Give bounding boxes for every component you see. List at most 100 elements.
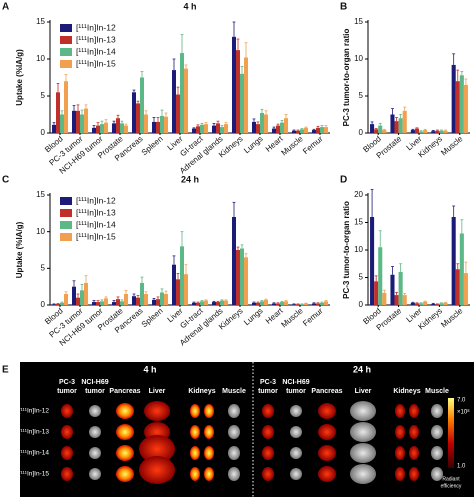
bar — [456, 269, 460, 305]
bar — [224, 301, 228, 305]
organ-image — [116, 403, 134, 419]
error-bar — [325, 126, 328, 127]
column-label: Liver — [149, 388, 166, 395]
error-bar — [61, 111, 64, 115]
error-bar — [185, 265, 188, 275]
error-bar — [241, 66, 244, 73]
error-bar — [281, 301, 284, 302]
error-bar — [456, 264, 459, 270]
error-bar — [313, 129, 316, 130]
bar — [184, 69, 188, 133]
bar — [164, 117, 168, 133]
organ-image — [204, 404, 214, 418]
colorbar-min: 1.0 — [457, 464, 466, 470]
error-bar — [85, 276, 88, 283]
error-bar — [444, 302, 447, 303]
organ-image — [290, 405, 302, 417]
error-bar — [153, 298, 156, 299]
bar — [196, 126, 200, 133]
error-bar — [193, 128, 196, 129]
error-bar — [325, 301, 328, 302]
bar — [200, 125, 204, 133]
error-bar — [57, 83, 60, 92]
chart-title: 4 h — [183, 1, 196, 11]
error-bar — [133, 90, 136, 92]
colorbar-max: 7.0 — [457, 398, 466, 404]
bar — [184, 274, 188, 305]
error-bar — [77, 105, 80, 111]
error-bar — [403, 107, 406, 111]
error-bar — [197, 125, 200, 126]
error-bar — [403, 293, 406, 295]
organ-image — [89, 468, 101, 480]
bar — [224, 124, 228, 133]
error-bar — [113, 121, 116, 123]
error-bar — [233, 22, 236, 37]
organ-image — [190, 446, 200, 460]
bar — [395, 295, 399, 305]
error-bar — [145, 292, 148, 294]
legend-label: [¹¹¹In]In-15 — [76, 58, 116, 68]
bar — [390, 275, 394, 305]
bar — [378, 247, 382, 305]
bar — [56, 304, 60, 305]
bar — [52, 304, 56, 305]
bar — [256, 124, 260, 133]
error-bar — [173, 256, 176, 265]
legend-swatch — [60, 60, 72, 68]
organ-image — [262, 425, 274, 439]
column-label: tumor — [286, 388, 306, 395]
organ-image — [61, 404, 73, 418]
bar — [220, 301, 224, 305]
bar — [452, 217, 456, 305]
error-bar — [321, 302, 324, 303]
bar — [64, 294, 68, 305]
error-bar — [65, 292, 68, 294]
row-label: [¹¹¹In]In-12 — [19, 408, 50, 415]
error-bar — [161, 289, 164, 293]
error-bar — [456, 70, 459, 81]
bar — [443, 303, 447, 305]
bar — [423, 302, 427, 305]
organ-image — [262, 404, 274, 418]
bar — [76, 298, 80, 305]
bar — [316, 304, 320, 305]
error-bar — [253, 302, 256, 303]
bar — [264, 300, 268, 305]
error-bar — [265, 111, 268, 115]
legend-swatch — [60, 221, 72, 229]
error-bar — [137, 101, 140, 103]
bar — [84, 109, 88, 133]
bar — [464, 85, 468, 133]
error-bar — [245, 254, 248, 258]
error-bar — [141, 72, 144, 78]
error-bar — [61, 302, 64, 303]
error-bar — [157, 297, 160, 299]
error-bar — [157, 117, 160, 121]
error-bar — [460, 220, 463, 234]
legend-swatch — [60, 36, 72, 44]
error-bar — [420, 303, 423, 304]
bar — [403, 295, 407, 305]
error-bar — [117, 115, 120, 118]
organ-image — [350, 443, 376, 463]
y-tick-label: 5 — [41, 91, 46, 100]
panel-label: E — [2, 365, 9, 376]
bar — [431, 304, 435, 305]
error-bar — [285, 301, 288, 302]
bar — [395, 121, 399, 133]
bar — [136, 103, 140, 133]
error-bar — [73, 106, 76, 111]
x-tick-label: Spleen — [140, 306, 165, 329]
error-bar — [77, 294, 80, 298]
error-bar — [93, 126, 96, 128]
organ-image — [61, 467, 73, 481]
error-bar — [225, 300, 228, 301]
bar — [304, 128, 308, 133]
column-label: PC-3 — [59, 379, 75, 386]
bar — [296, 131, 300, 133]
error-bar — [93, 301, 96, 302]
y-axis-label: Uptake (%IA/g) — [15, 49, 24, 106]
y-tick-label: 10 — [354, 245, 363, 254]
bar — [300, 129, 304, 133]
